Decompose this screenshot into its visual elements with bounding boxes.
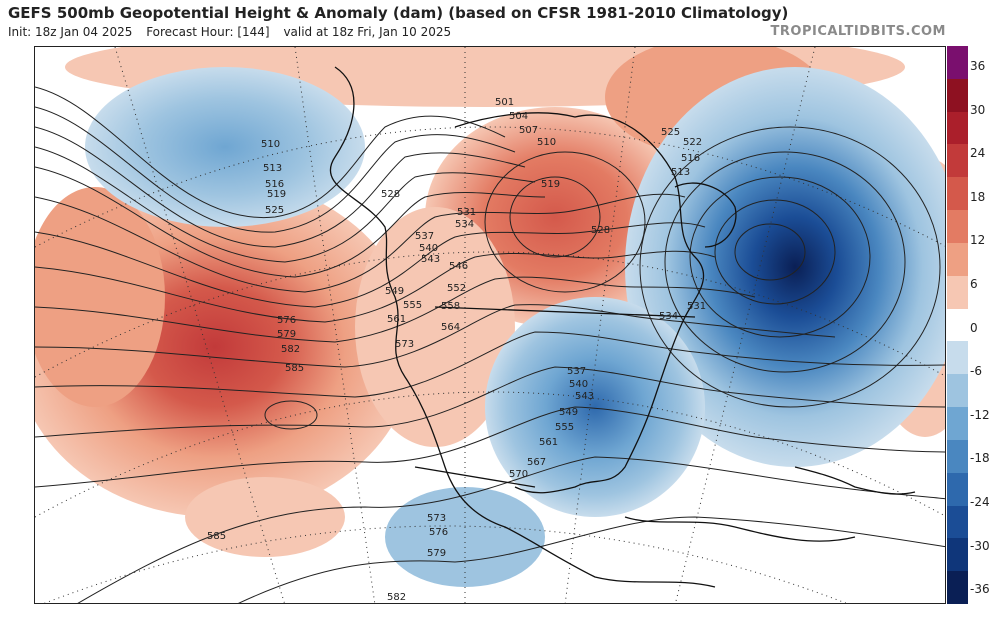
contour-label: 543 [575,391,594,402]
colorbar-label: 24 [970,146,986,161]
colorbar-label: 12 [970,233,986,248]
contour-label: 531 [457,207,476,218]
contour-label: 579 [277,329,296,340]
contour-labels: 510 513 516 519 525 528 537 540 543 546 … [207,97,706,603]
init-time: Init: 18z Jan 04 2025 [8,25,133,39]
coastlines [329,66,916,588]
colorbar-label: -24 [970,494,990,509]
contour-label: 501 [495,97,514,108]
contour-label: 516 [265,179,284,190]
colorbar-label: 18 [970,189,986,204]
colorbar-swatch [947,308,968,342]
contour-label: 567 [527,457,546,468]
contour-label: 531 [687,301,706,312]
contour-label: 558 [441,301,460,312]
colorbar-swatch [947,210,968,244]
contour-label: 525 [265,205,284,216]
colorbar-label: 6 [970,276,978,291]
contour-label: 528 [381,189,400,200]
colorbar-swatch [947,177,968,211]
forecast-hour: Forecast Hour: [144] [146,25,270,39]
colorbar-label: -36 [970,582,990,597]
contour-label: 576 [277,315,296,326]
colorbar-label: 36 [970,59,986,73]
contour-label: 519 [267,189,286,200]
colorbar-swatch [947,275,968,310]
colorbar-swatch [947,407,968,441]
anomaly-shading [35,47,945,587]
contour-label: 537 [415,231,434,242]
colorbar-label: -30 [970,538,990,553]
contour-label: 516 [681,153,700,164]
contour-label: 585 [207,531,226,542]
brand-logo[interactable]: TROPICALTIDBITS.COM [770,24,946,39]
colorbar-label: 30 [970,102,986,117]
contour-label: 540 [419,243,438,254]
contour-label: 549 [385,286,404,297]
colorbar-swatch [947,46,968,80]
map-subtitle: Init: 18z Jan 04 2025 Forecast Hour: [14… [8,25,461,39]
map-title: GEFS 500mb Geopotential Height & Anomaly… [8,4,789,22]
colorbar-swatch [947,374,968,408]
contour-label: 576 [429,527,448,538]
contour-label: 534 [659,311,678,322]
height-contours [35,86,945,603]
contour-label: 513 [263,163,282,174]
colorbar-label: -12 [970,407,990,422]
contour-label: 561 [387,314,406,325]
contour-label: 510 [261,139,280,150]
contour-label: 579 [427,548,446,559]
contour-label: 552 [447,283,466,294]
contour-label: 555 [555,422,574,433]
contour-label: 510 [537,137,556,148]
contour-label: 507 [519,125,538,136]
contour-label: 543 [421,254,440,265]
colorbar-label: -6 [970,364,982,379]
contour-label: 534 [455,219,474,230]
colorbar-swatch [947,144,968,178]
contour-label: 537 [567,366,586,377]
contour-label: 546 [449,261,468,272]
colorbar-swatch [947,472,968,507]
contour-label: 561 [539,437,558,448]
contour-label: 519 [541,179,560,190]
colorbar-labels: 36 30 24 18 12 6 0 -6 -12 -18 -24 -30 -36 [970,46,1000,604]
colorbar-swatch [947,571,968,605]
contour-label: 570 [509,469,528,480]
contour-label: 582 [281,344,300,355]
contour-label: 585 [285,363,304,374]
anomaly-map: 510 513 516 519 525 528 537 540 543 546 … [34,46,946,604]
valid-time: valid at 18z Fri, Jan 10 2025 [283,25,452,39]
contour-label: 522 [683,137,702,148]
contour-label: 549 [559,407,578,418]
contour-label: 504 [509,111,528,122]
colorbar-label: 0 [970,320,978,335]
contour-label: 582 [387,592,406,603]
colorbar [947,46,968,605]
contour-label: 573 [395,339,414,350]
colorbar-swatch [947,538,968,572]
contour-label: 540 [569,379,588,390]
contour-label: 555 [403,300,422,311]
colorbar-label: -18 [970,451,990,466]
contour-label: 564 [441,322,460,333]
colorbar-swatch [947,505,968,539]
contour-label: 528 [591,225,610,236]
latlon-grid [35,47,945,603]
colorbar-swatch [947,242,968,277]
colorbar-swatch [947,78,968,113]
colorbar-swatch [947,439,968,474]
contour-label: 573 [427,513,446,524]
contour-label: 513 [671,167,690,178]
contour-label: 525 [661,127,680,138]
colorbar-swatch [947,341,968,375]
colorbar-swatch [947,111,968,145]
